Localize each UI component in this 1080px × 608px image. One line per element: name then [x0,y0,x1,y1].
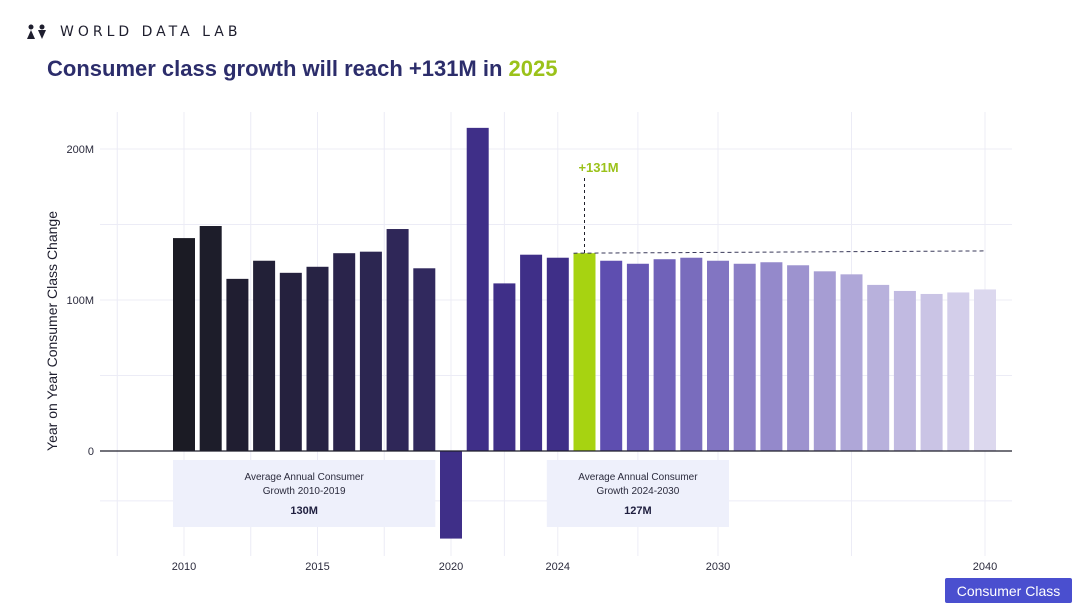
bar-2037 [893,290,916,451]
x-tick-label: 2024 [546,561,570,573]
x-tick-label: 2015 [305,561,329,573]
bar-2021 [466,127,489,452]
bar-2039 [947,292,970,451]
bar-2010 [173,238,195,451]
y-tick-label: 200M [66,144,94,156]
bar-2038 [920,293,943,451]
average-box-line2: Growth 2024-2030 [596,486,679,497]
bar-2029 [680,257,703,451]
average-box [546,460,729,527]
bar-2015 [306,266,329,451]
x-tick-label: 2040 [973,561,997,573]
bar-2036 [867,284,890,451]
bar-2028 [653,259,676,451]
bar-2027 [626,263,649,451]
bar-2011 [199,226,222,451]
bar-2025 [573,253,596,451]
bar-2012 [226,278,249,451]
title-highlight: 2025 [508,56,558,81]
y-tick-label: 100M [66,295,94,307]
people-logo-icon [27,24,46,39]
bar-2032 [760,262,783,451]
bar-2034 [813,271,836,451]
consumer-class-button[interactable]: Consumer Class [945,578,1072,603]
x-tick-label: 2010 [172,561,196,573]
average-box-value: 127M [624,505,652,517]
x-tick-label: 2030 [706,561,730,573]
bar-2020 [440,451,462,539]
brand: WORLD DATA LAB [26,24,241,40]
bar-2031 [733,263,756,451]
bar-2024 [546,257,569,451]
bar-2018 [386,229,409,451]
annotation-reference-line [573,250,986,254]
bar-2017 [359,251,382,451]
average-box-value: 130M [290,505,318,517]
bar-2022 [493,283,516,451]
bar-2013 [253,260,276,451]
bar-2014 [279,272,302,451]
average-box-line1: Average Annual Consumer [244,472,364,483]
title-prefix: Consumer class growth will reach +131M i… [47,56,509,81]
bar-2016 [333,253,356,451]
bar-2019 [413,268,436,451]
annotation-label: +131M [578,160,618,175]
bar-2023 [520,254,543,451]
average-box [173,460,436,527]
bar-2035 [840,274,863,451]
y-tick-label: 0 [88,446,94,458]
bar-2040 [974,289,996,451]
bar-2026 [600,260,623,451]
bar-2030 [707,260,729,451]
average-box-line1: Average Annual Consumer [578,472,698,483]
page-title: Consumer class growth will reach +131M i… [47,56,558,82]
y-axis-label: Year on Year Consumer Class Change [44,211,60,451]
average-box-line2: Growth 2010-2019 [263,486,346,497]
x-tick-label: 2020 [439,561,463,573]
bar-2033 [787,265,810,451]
brand-name: WORLD DATA LAB [60,24,242,40]
